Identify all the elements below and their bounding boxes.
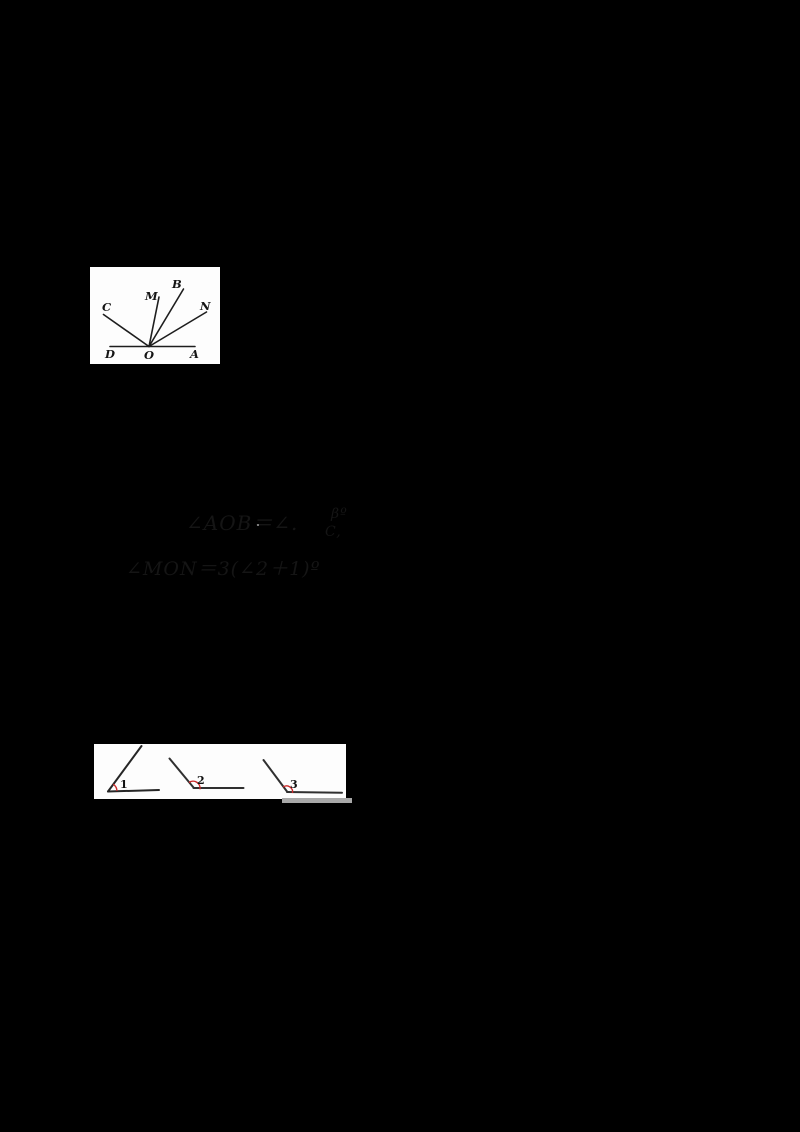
gray-strip-artifact [282, 798, 352, 803]
figure-three-angles-svg: 1 2 3 [107, 745, 343, 794]
label-A: A [189, 347, 199, 361]
speck-artifact [257, 524, 259, 526]
label-M: M [144, 289, 159, 303]
figure-rays-from-O: C M B N D O A [90, 267, 220, 364]
label-C: C [102, 300, 112, 314]
faint-math-fragment-4: ∠MON＝3(∠2＋1)º [126, 558, 321, 580]
angle2-arc [188, 780, 201, 790]
angle3-label: 3 [290, 778, 298, 791]
ray-OC [102, 313, 150, 348]
label-D: D [104, 347, 115, 361]
angle2-slant-ray [168, 757, 195, 789]
angle3-horizontal-ray [286, 791, 343, 794]
ray-OM [148, 296, 160, 348]
angle1-horizontal-ray [107, 789, 160, 793]
faint-math-fragment-2: βº [331, 506, 348, 522]
figure-three-angles: 1 2 3 [94, 744, 346, 799]
angle1-arc [112, 783, 118, 792]
ray-OB [148, 288, 185, 348]
figure-rays-svg: C M B N D O A [102, 277, 211, 362]
angle2-label: 2 [197, 774, 205, 787]
label-N: N [199, 299, 211, 313]
faint-math-fragment-3: C, [325, 524, 342, 540]
label-B: B [171, 277, 182, 291]
label-O: O [144, 348, 154, 362]
faint-math-fragment-1: ∠AOB＝∠. [186, 511, 299, 535]
angle3-arc [282, 785, 294, 794]
angle1-label: 1 [120, 778, 128, 791]
ray-ON [148, 311, 208, 348]
